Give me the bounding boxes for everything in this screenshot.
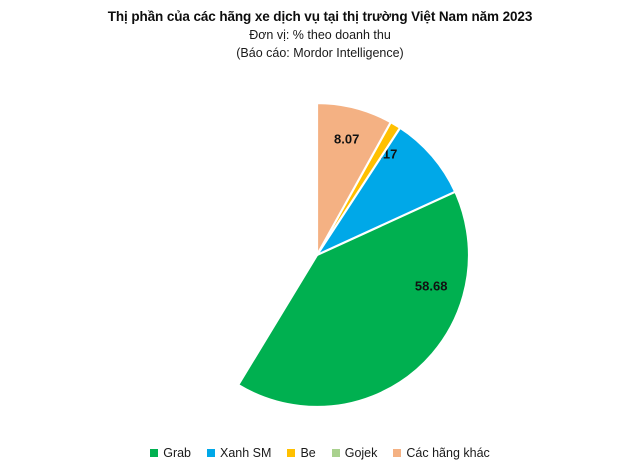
legend-item-label: Các hãng khác [406, 446, 490, 460]
legend-swatch-icon [150, 449, 159, 457]
pie-slice-value-label: 8.07 [334, 132, 359, 147]
legend-swatch-icon [331, 449, 340, 457]
legend-item[interactable]: Các hãng khác [393, 446, 490, 460]
legend-item[interactable]: Gojek [331, 446, 378, 460]
legend-item-label: Grab [163, 446, 192, 460]
legend-item[interactable]: Grab [150, 446, 191, 460]
legend: Grab Xanh SM Be Gojek Các hãng khác [0, 441, 640, 465]
legend-swatch-icon [393, 449, 402, 457]
legend-item[interactable]: Xanh SM [207, 446, 271, 460]
legend-swatch-icon [207, 449, 216, 457]
legend-item-label: Gojek [344, 446, 378, 460]
title-block: Thị phần của các hãng xe dịch vụ tại thị… [0, 8, 640, 62]
pie-slice[interactable] [315, 101, 392, 257]
pie-svg: 58.6818.179.215.878.07 [237, 101, 471, 409]
chart-subtitle: Đơn vị: % theo doanh thu [249, 28, 391, 42]
pie-slice-value-label: 58.68 [415, 278, 448, 293]
legend-item-label: Be [300, 446, 316, 460]
legend-item[interactable]: Be [287, 446, 316, 460]
legend-item-label: Xanh SM [220, 446, 272, 460]
legend-swatch-icon [287, 449, 296, 457]
page-title: Thị phần của các hãng xe dịch vụ tại thị… [107, 9, 533, 24]
plot-area: 58.6818.179.215.878.07 [237, 101, 471, 409]
chart-source-note: (Báo cáo: Mordor Intelligence) [236, 46, 404, 60]
